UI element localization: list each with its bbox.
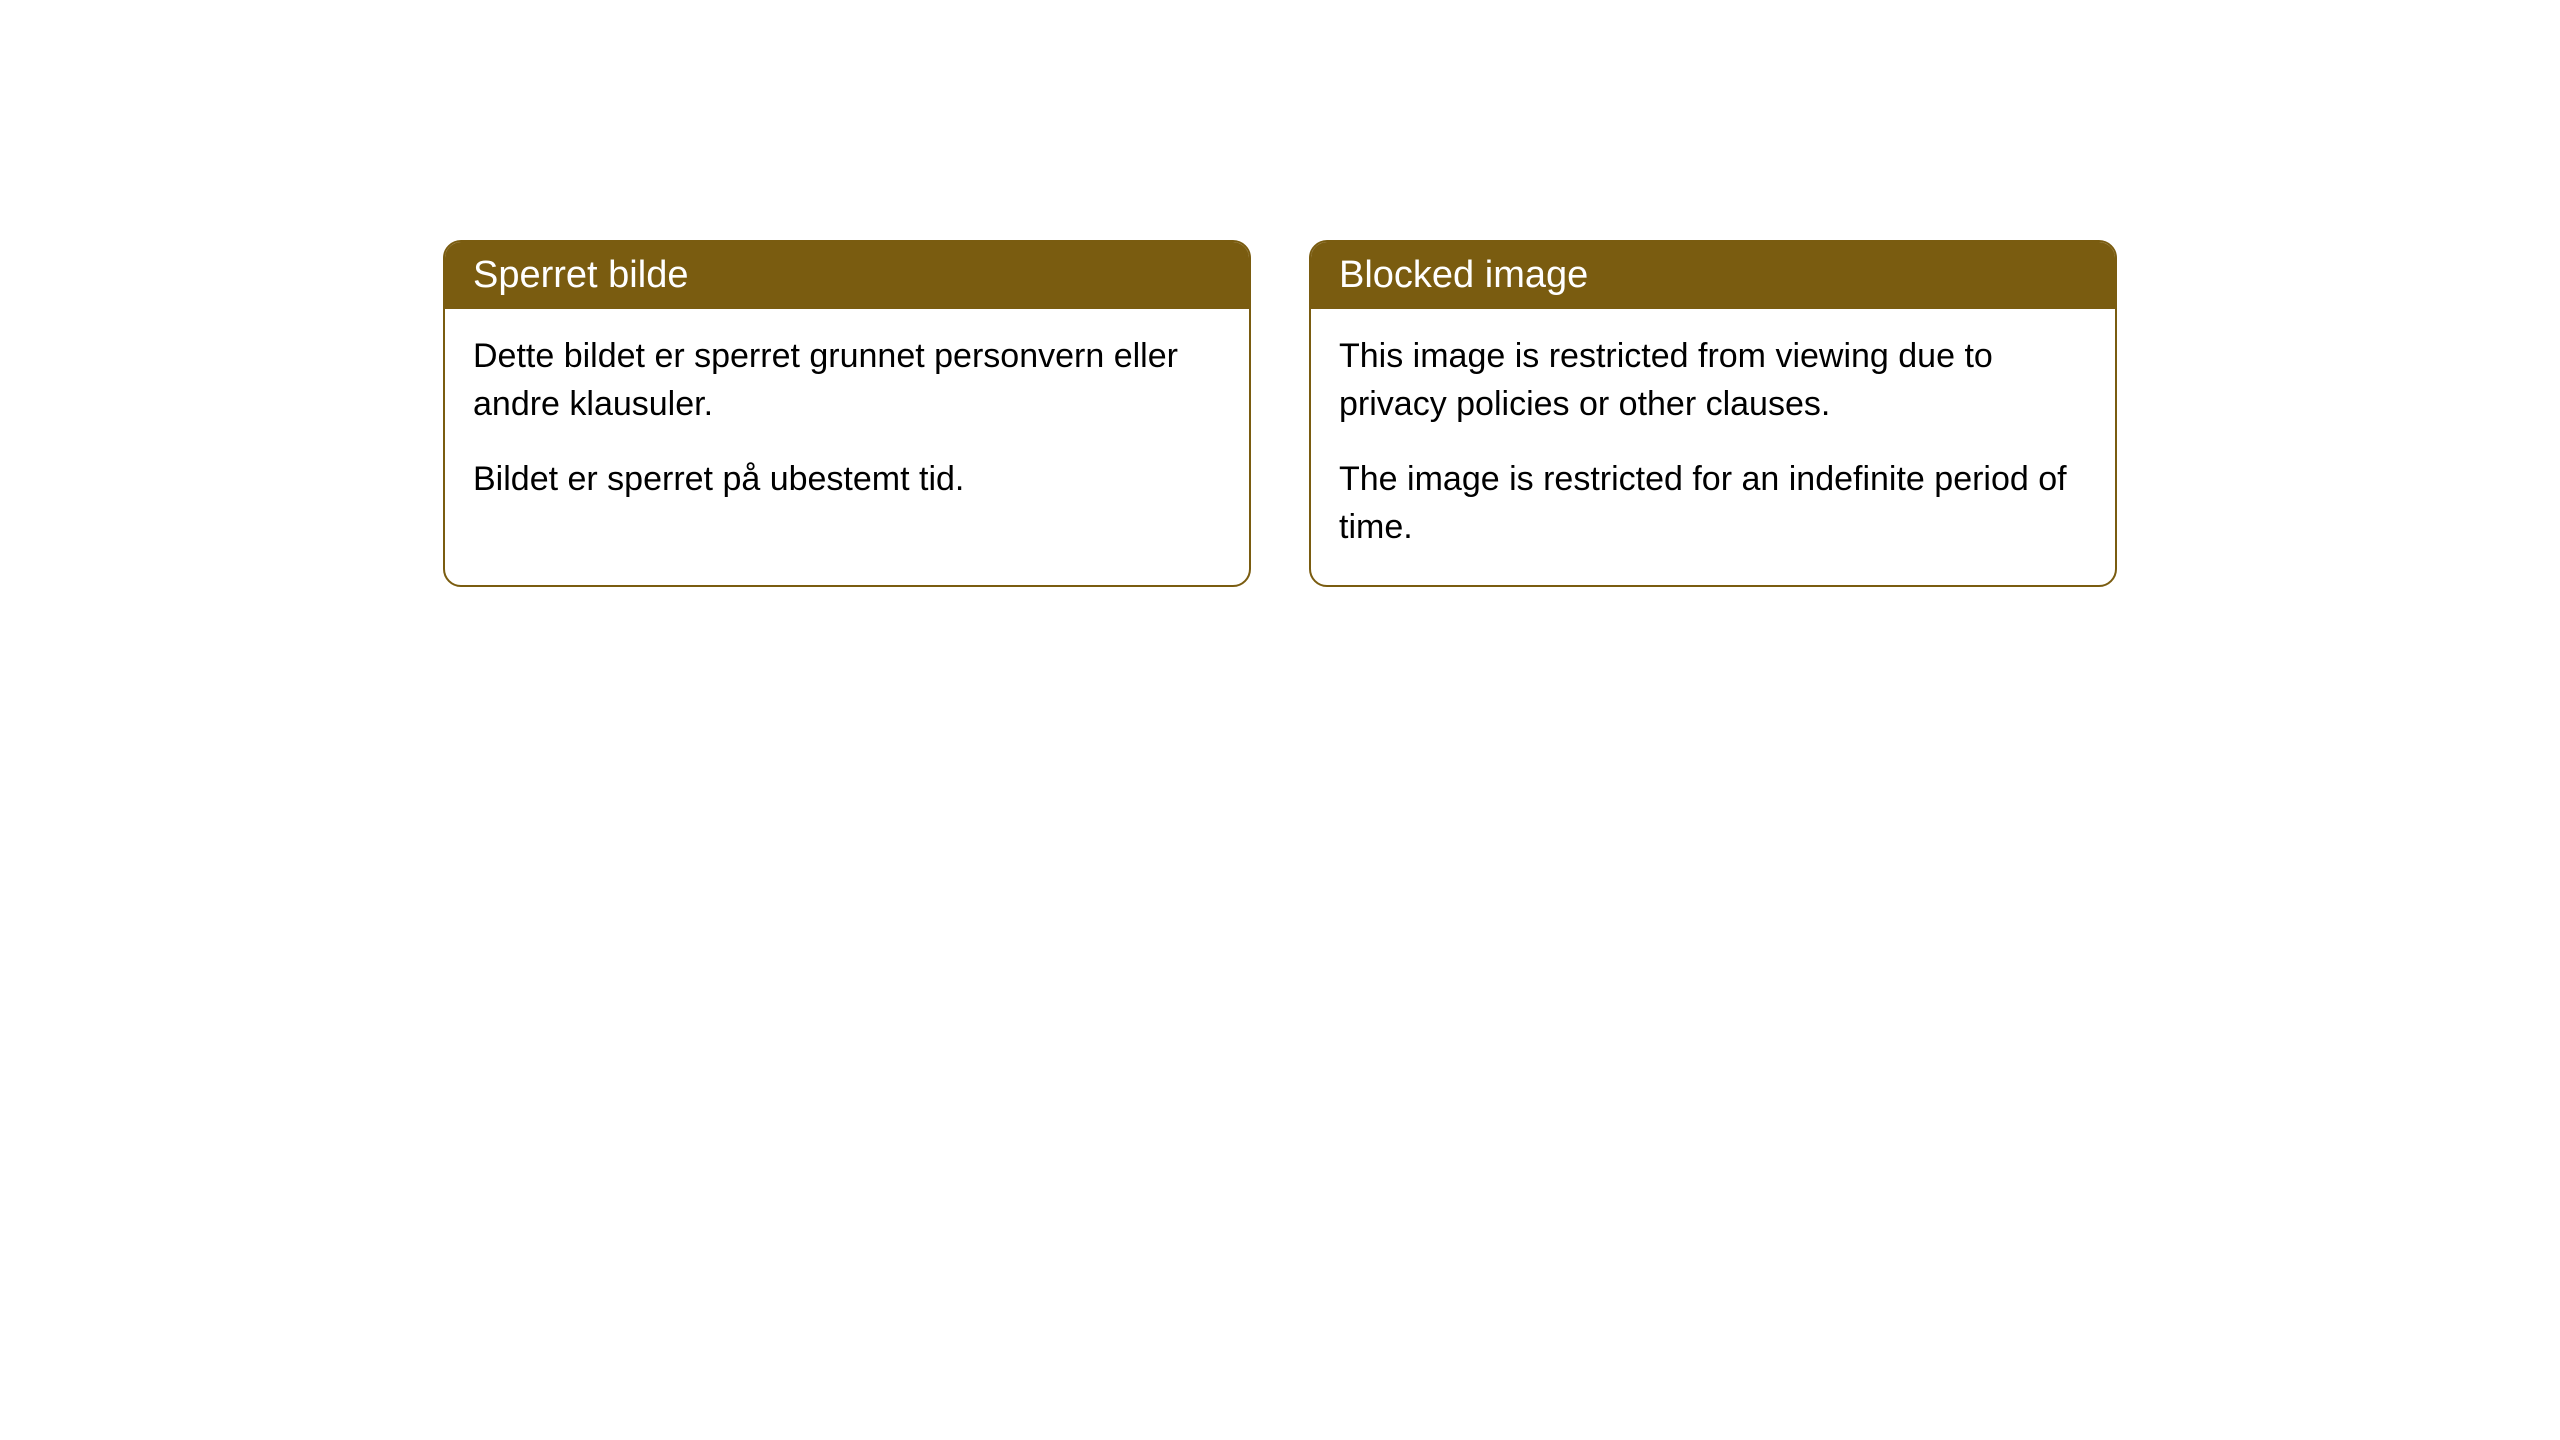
- notice-paragraph: Dette bildet er sperret grunnet personve…: [473, 333, 1221, 428]
- notice-body-english: This image is restricted from viewing du…: [1311, 309, 2115, 585]
- notice-header-english: Blocked image: [1311, 242, 2115, 309]
- notice-header-norwegian: Sperret bilde: [445, 242, 1249, 309]
- notice-paragraph: Bildet er sperret på ubestemt tid.: [473, 456, 1221, 504]
- notice-title: Sperret bilde: [473, 254, 688, 296]
- notice-paragraph: The image is restricted for an indefinit…: [1339, 456, 2087, 551]
- notice-paragraph: This image is restricted from viewing du…: [1339, 333, 2087, 428]
- notice-title: Blocked image: [1339, 254, 1588, 296]
- notice-container: Sperret bilde Dette bildet er sperret gr…: [0, 240, 2560, 587]
- notice-card-english: Blocked image This image is restricted f…: [1309, 240, 2117, 587]
- notice-body-norwegian: Dette bildet er sperret grunnet personve…: [445, 309, 1249, 538]
- notice-card-norwegian: Sperret bilde Dette bildet er sperret gr…: [443, 240, 1251, 587]
